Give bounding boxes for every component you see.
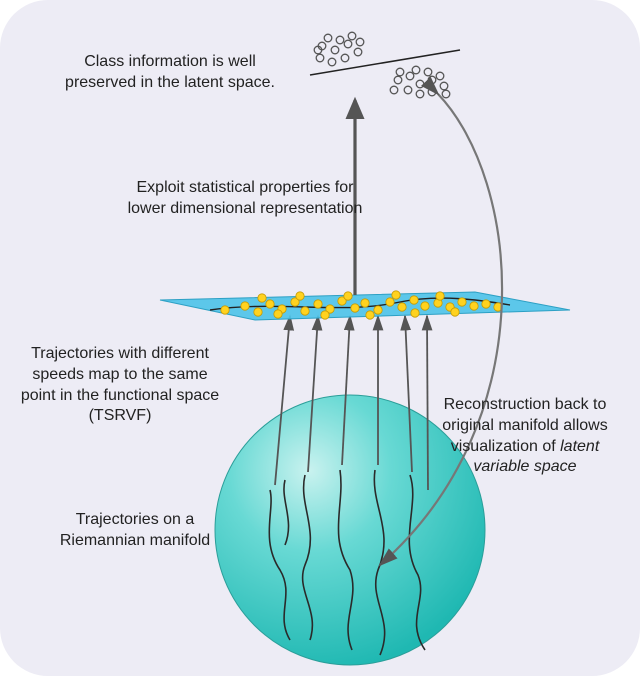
scatter-point: [394, 76, 402, 84]
scatter-point: [436, 72, 444, 80]
caption-mid-upper: Exploit statistical properties for lower…: [95, 178, 395, 220]
scatter-point: [356, 38, 364, 46]
yellow-dot: [458, 298, 466, 306]
yellow-dot: [274, 310, 282, 318]
yellow-dot: [351, 304, 359, 312]
diagram-canvas: Class information is well preserved in t…: [0, 0, 640, 676]
yellow-dot: [436, 292, 444, 300]
yellow-dot: [398, 303, 406, 311]
caption-left-mid: Trajectories with different speeds map t…: [10, 344, 230, 427]
scatter-point: [416, 80, 424, 88]
scatter-point: [412, 66, 420, 74]
yellow-dot: [392, 291, 400, 299]
yellow-dot: [296, 292, 304, 300]
yellow-dot: [258, 294, 266, 302]
arrow-sphere-to-plane: [427, 316, 428, 490]
yellow-dot: [374, 306, 382, 314]
scatter-point: [344, 40, 352, 48]
yellow-dot: [366, 311, 374, 319]
yellow-dot: [410, 296, 418, 304]
yellow-dot: [221, 306, 229, 314]
scatter-point: [416, 90, 424, 98]
yellow-dot: [344, 292, 352, 300]
scatter-point: [324, 34, 332, 42]
yellow-dot: [411, 309, 419, 317]
scatter-separator: [310, 50, 460, 75]
yellow-dot: [254, 308, 262, 316]
scatter-point: [404, 86, 412, 94]
scatter-point: [442, 90, 450, 98]
yellow-dot: [451, 308, 459, 316]
scatter-point: [440, 82, 448, 90]
scatter-point: [406, 72, 414, 80]
yellow-dot: [421, 302, 429, 310]
caption-bottom-left: Trajectories on a Riemannian manifold: [45, 510, 225, 552]
yellow-dot: [321, 311, 329, 319]
yellow-dot: [482, 300, 490, 308]
scatter-cluster-a: [314, 32, 364, 66]
scatter-point: [428, 88, 436, 96]
yellow-dot: [301, 307, 309, 315]
scatter-point: [428, 76, 436, 84]
diagram-svg: [0, 0, 640, 676]
yellow-dot: [386, 298, 394, 306]
scatter-point: [354, 48, 362, 56]
scatter-point: [348, 32, 356, 40]
scatter-point: [316, 54, 324, 62]
yellow-dot: [470, 302, 478, 310]
yellow-dot: [314, 300, 322, 308]
yellow-dot: [361, 299, 369, 307]
scatter-point: [390, 86, 398, 94]
scatter-point: [424, 68, 432, 76]
scatter-point: [336, 36, 344, 44]
scatter-point: [341, 54, 349, 62]
caption-top: Class information is well preserved in t…: [40, 52, 300, 94]
scatter-cluster-b: [390, 66, 450, 98]
caption-right-mid: Reconstruction back tooriginal manifold …: [430, 395, 620, 478]
scatter-point: [328, 58, 336, 66]
yellow-dot: [266, 300, 274, 308]
yellow-dot: [241, 302, 249, 310]
scatter-point: [331, 46, 339, 54]
scatter-point: [396, 68, 404, 76]
